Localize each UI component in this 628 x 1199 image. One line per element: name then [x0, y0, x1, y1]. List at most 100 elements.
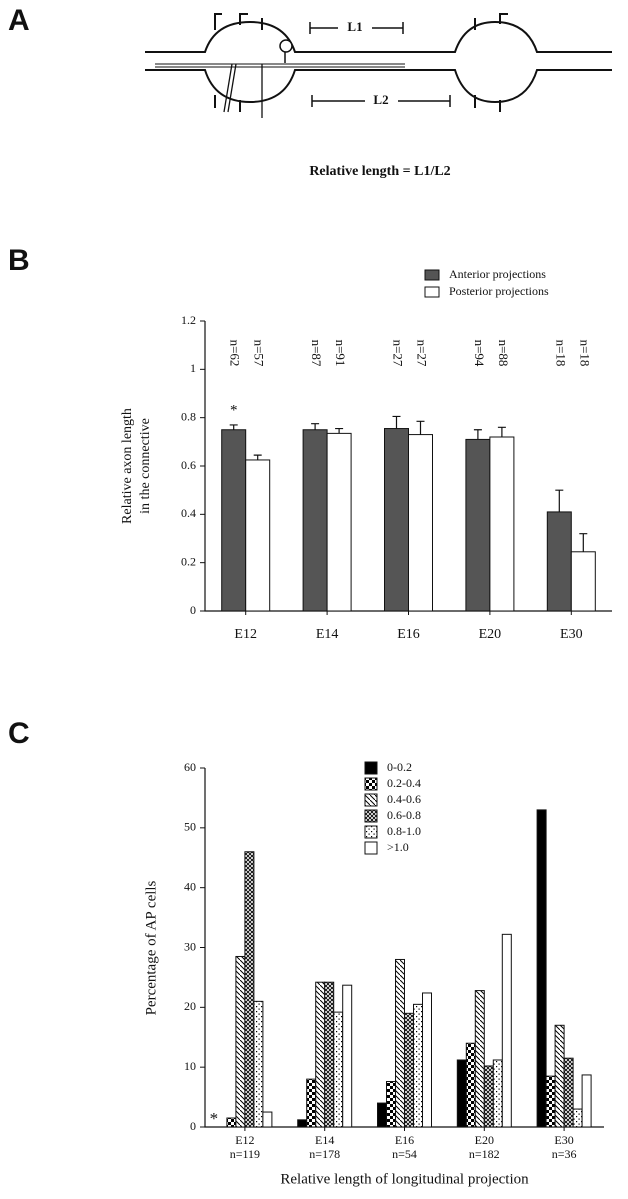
- annotation: *: [230, 402, 238, 418]
- bar: [342, 984, 353, 1128]
- bar: [570, 551, 596, 612]
- legend-label: >1.0: [387, 840, 409, 854]
- annotation: *: [210, 1109, 219, 1128]
- bar: [465, 1042, 476, 1128]
- bar: [253, 1000, 264, 1128]
- x-tick-label: E20: [475, 1133, 494, 1147]
- y-tick-label: 60: [184, 760, 196, 774]
- bar: [581, 1074, 592, 1128]
- y-tick-label: 1: [190, 361, 196, 375]
- y-tick-label: 0.2: [181, 554, 196, 568]
- x-tick-sublabel: n=54: [392, 1147, 417, 1161]
- y-tick-label: 0.4: [181, 506, 196, 520]
- panel-label: B: [8, 244, 30, 277]
- error-bar: [579, 533, 588, 552]
- diagram-label: L2: [373, 92, 388, 107]
- legend-swatch: [364, 777, 378, 791]
- bar: [333, 1011, 344, 1128]
- legend-swatch: [364, 761, 378, 775]
- bar: [546, 511, 572, 612]
- error-bar: [497, 426, 506, 437]
- n-label: n=88: [496, 340, 511, 367]
- bar: [572, 1108, 583, 1128]
- n-label: n=94: [472, 340, 487, 367]
- legend-swatch: [424, 286, 440, 298]
- legend-label: 0.2-0.4: [387, 776, 421, 790]
- bar: [221, 429, 247, 612]
- bar: [386, 1081, 396, 1128]
- x-tick-label: E12: [235, 1133, 254, 1147]
- error-bar: [473, 429, 482, 440]
- bar: [474, 990, 485, 1128]
- bar: [384, 428, 409, 612]
- x-tick-label: E16: [395, 1133, 414, 1147]
- legend-swatch: [364, 841, 378, 855]
- x-tick-sublabel: n=178: [309, 1147, 340, 1161]
- legend-label: Anterior projections: [449, 267, 546, 281]
- legend-swatch: [364, 809, 378, 823]
- formula: Relative length = L1/L2: [309, 164, 450, 179]
- bar: [483, 1065, 494, 1128]
- n-label: n=18: [577, 340, 592, 367]
- bar: [536, 809, 547, 1128]
- x-axis-label: Relative length of longitudinal projecti…: [280, 1171, 529, 1187]
- bar: [501, 933, 512, 1128]
- bar: [244, 851, 255, 1128]
- bar: [545, 1075, 556, 1128]
- y-tick-label: 40: [184, 879, 196, 893]
- panel-label: C: [8, 717, 30, 750]
- x-tick-label: E14: [316, 627, 339, 642]
- error-bar: [311, 423, 320, 430]
- n-label: n=57: [252, 340, 267, 367]
- bar: [465, 438, 491, 612]
- y-tick-label: 0: [190, 1119, 196, 1133]
- y-tick-label: 0.8: [181, 409, 196, 423]
- bar: [563, 1057, 574, 1128]
- y-tick-label: 0.6: [181, 458, 196, 472]
- n-label: n=18: [553, 340, 568, 367]
- n-label: n=27: [415, 340, 430, 367]
- legend-swatch: [364, 825, 378, 839]
- y-axis-label: Relative axon length: [120, 408, 135, 524]
- x-tick-label: E20: [479, 627, 502, 642]
- y-axis-label: Percentage of AP cells: [143, 880, 159, 1015]
- bar: [404, 1012, 414, 1128]
- legend-swatch: [424, 269, 440, 281]
- x-tick-label: E30: [554, 1133, 573, 1147]
- legend-label: 0.4-0.6: [387, 792, 421, 806]
- legend-label: 0.8-1.0: [387, 824, 421, 838]
- bar: [554, 1024, 565, 1128]
- legend-label: 0.6-0.8: [387, 808, 421, 822]
- bar: [262, 1111, 273, 1128]
- error-bar: [335, 427, 344, 434]
- y-tick-label: 0: [190, 603, 196, 617]
- error-bar: [555, 489, 564, 512]
- bar: [326, 432, 352, 612]
- bar: [489, 436, 515, 612]
- bar: [395, 958, 405, 1128]
- y-tick-label: 20: [184, 999, 196, 1013]
- bar: [315, 981, 326, 1128]
- bar: [235, 955, 246, 1128]
- y-axis-label: in the connective: [138, 418, 153, 514]
- legend-label: Posterior projections: [449, 284, 549, 298]
- n-label: n=87: [309, 340, 324, 367]
- diagram-label: L1: [347, 19, 362, 34]
- x-tick-sublabel: n=182: [469, 1147, 500, 1161]
- bar: [408, 434, 433, 612]
- y-tick-label: 1.2: [181, 313, 196, 327]
- bar: [297, 1119, 308, 1128]
- bar: [226, 1117, 237, 1128]
- n-label: n=62: [228, 340, 243, 367]
- x-tick-label: E12: [234, 627, 257, 642]
- x-tick-label: E16: [397, 627, 420, 642]
- bar: [306, 1078, 317, 1128]
- bar: [324, 981, 335, 1128]
- bar: [456, 1059, 467, 1128]
- y-tick-label: 30: [184, 939, 196, 953]
- x-tick-label: E14: [315, 1133, 334, 1147]
- y-tick-label: 50: [184, 820, 196, 834]
- error-bar: [416, 420, 425, 435]
- bar: [245, 459, 271, 612]
